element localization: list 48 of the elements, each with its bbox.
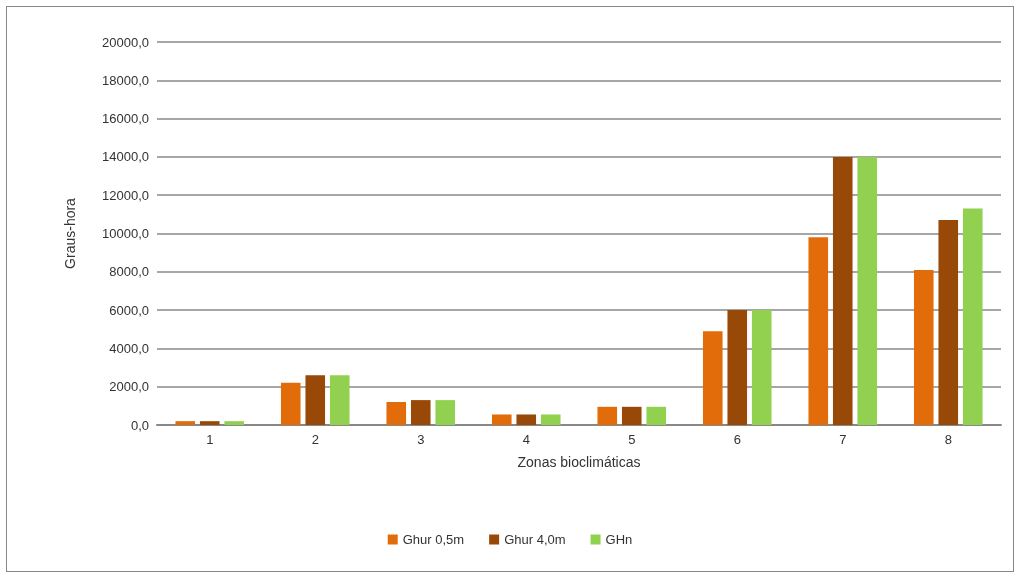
- bar: [702, 331, 723, 425]
- bar: [540, 414, 561, 425]
- bar: [597, 406, 618, 425]
- x-tick-label: 8: [944, 432, 952, 447]
- bar: [938, 220, 959, 425]
- legend-label: Ghur 4,0m: [504, 532, 566, 547]
- bar: [491, 414, 512, 425]
- y-axis-title: Graus-hora: [62, 197, 78, 269]
- x-tick-label: 6: [733, 432, 741, 447]
- x-tick-label: 1: [206, 432, 214, 447]
- bar: [646, 406, 667, 425]
- bar: [751, 310, 772, 425]
- bar: [386, 402, 407, 425]
- bar: [832, 156, 853, 425]
- bar: [305, 375, 326, 425]
- y-tick-label: 4000,0: [109, 340, 149, 356]
- x-tick-label: 7: [839, 432, 847, 447]
- y-tick-label: 12000,0: [102, 187, 149, 203]
- bar: [621, 406, 642, 425]
- y-tick-label: 6000,0: [109, 302, 149, 318]
- bar: [808, 237, 829, 425]
- y-tick-label: 2000,0: [109, 379, 149, 395]
- y-tick-label: 10000,0: [102, 226, 149, 241]
- x-tick-label: 3: [417, 432, 425, 447]
- y-tick-label: 14000,0: [102, 149, 149, 165]
- y-tick-label: 16000,0: [102, 111, 149, 127]
- bar: [962, 208, 983, 425]
- x-tick-label: 2: [311, 432, 319, 447]
- bar: [913, 269, 934, 425]
- bar: [410, 400, 431, 425]
- bar: [280, 382, 301, 425]
- bar: [224, 421, 245, 425]
- y-tick-label: 0,0: [130, 417, 149, 433]
- legend-label: GHn: [605, 532, 633, 547]
- legend-label: Ghur 0,5m: [402, 532, 465, 547]
- bar: [329, 375, 350, 425]
- bar: [516, 414, 537, 425]
- bar: [435, 400, 456, 425]
- y-tick-label: 18000,0: [102, 72, 149, 88]
- y-tick-label: 8000,0: [109, 264, 149, 280]
- y-tick-label: 20000,0: [102, 34, 149, 50]
- x-tick-label: 5: [628, 432, 636, 447]
- x-axis-title: Zonas bioclimáticas: [517, 454, 641, 470]
- bar: [727, 310, 748, 425]
- bar: [199, 421, 220, 425]
- x-tick-label: 4: [522, 432, 530, 447]
- bar: [175, 421, 196, 425]
- bar: [857, 156, 878, 425]
